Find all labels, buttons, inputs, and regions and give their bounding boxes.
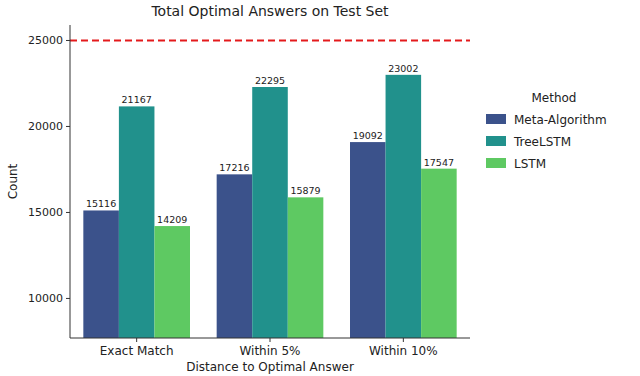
y-tick [66, 40, 70, 41]
bar [217, 174, 253, 338]
y-axis-label: Count [6, 163, 20, 199]
title: Total Optimal Answers on Test Set [150, 3, 389, 19]
reference-line [70, 39, 470, 41]
data-label: 15879 [290, 185, 320, 196]
chart-svg: Total Optimal Answers on Test Set 15116 17… [0, 0, 640, 376]
y-tick [66, 298, 70, 299]
data-label: 22295 [255, 75, 285, 86]
x-tick [136, 338, 137, 342]
data-label: 14209 [157, 214, 187, 225]
legend-title: Method [531, 91, 576, 105]
legend-swatch [486, 158, 506, 168]
bar [386, 75, 422, 338]
y-tick [66, 126, 70, 127]
chart-root: Total Optimal Answers on Test Set 15116 17… [0, 0, 640, 376]
bar [252, 87, 288, 338]
legend-swatch [486, 136, 506, 146]
y-tick-label: 20000 [28, 120, 63, 133]
bar [288, 197, 324, 338]
x-tick [403, 338, 404, 342]
x-tick-label: Within 10% [369, 344, 438, 358]
bar [119, 106, 155, 338]
data-label: 17547 [424, 157, 454, 168]
x-tick-label: Within 5% [239, 344, 300, 358]
data-label: 15116 [86, 198, 116, 209]
y-axis-line [70, 25, 71, 338]
y-tick-label: 15000 [28, 206, 63, 219]
bar [83, 210, 119, 338]
bar [350, 142, 386, 338]
data-label: 23002 [388, 63, 418, 74]
data-label: 17216 [219, 162, 249, 173]
bar [154, 226, 190, 338]
legend-swatch [486, 114, 506, 124]
data-label: 19092 [353, 130, 383, 141]
legend-label: Meta-Algorithm [514, 113, 607, 127]
y-tick [66, 212, 70, 213]
legend-label: TreeLSTM [513, 135, 571, 149]
x-tick-label: Exact Match [100, 344, 174, 358]
y-tick-label: 25000 [28, 34, 63, 47]
x-tick [270, 338, 271, 342]
plot-area [70, 40, 470, 338]
legend: Method Meta-Algorithm TreeLSTM LSTM [486, 91, 607, 171]
x-axis-label: Distance to Optimal Answer [186, 360, 354, 374]
data-label: 21167 [122, 94, 152, 105]
bar [421, 169, 457, 338]
legend-label: LSTM [514, 157, 546, 171]
y-tick-label: 10000 [28, 292, 63, 305]
